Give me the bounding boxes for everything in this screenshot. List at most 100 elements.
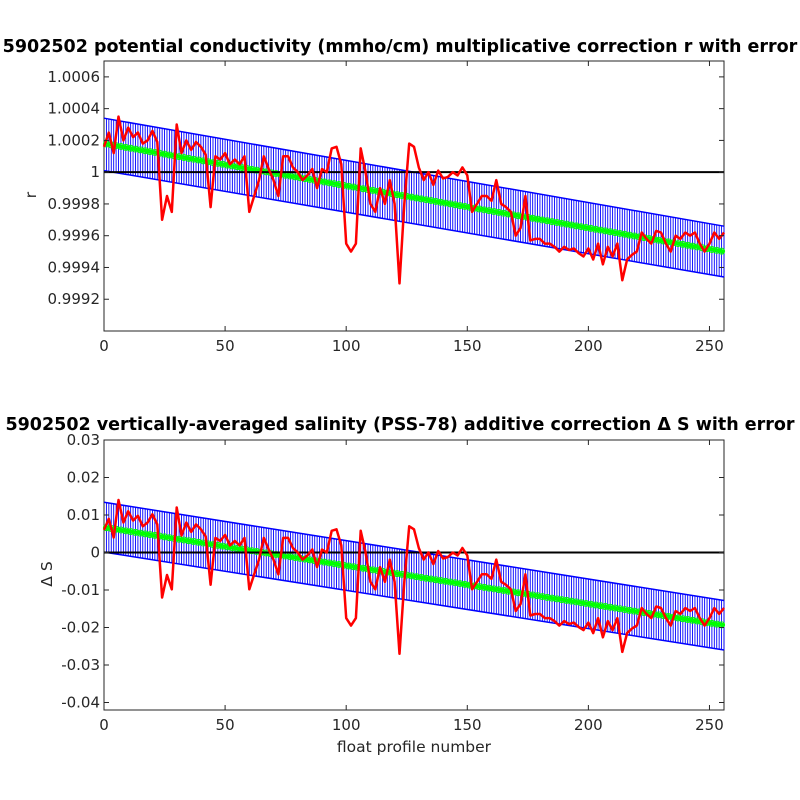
fit-marker bbox=[219, 542, 227, 550]
fit-marker bbox=[698, 244, 706, 252]
fit-marker bbox=[422, 196, 430, 204]
fit-marker bbox=[601, 227, 609, 235]
fit-marker bbox=[209, 541, 217, 549]
x-tick-label: 200 bbox=[574, 716, 603, 734]
fit-marker bbox=[122, 527, 130, 535]
x-tick-label: 50 bbox=[216, 716, 235, 734]
fit-marker bbox=[567, 221, 575, 229]
error-upper-edge bbox=[103, 501, 725, 602]
fit-marker bbox=[553, 595, 561, 603]
fit-marker bbox=[684, 616, 692, 624]
data-series-line bbox=[102, 498, 725, 656]
fit-marker bbox=[626, 606, 634, 614]
fit-marker bbox=[558, 596, 566, 604]
y-tick-label: -0.04 bbox=[61, 694, 100, 712]
fit-marker bbox=[437, 577, 445, 585]
fit-marker bbox=[286, 553, 294, 561]
fit-marker bbox=[713, 620, 721, 628]
fit-marker bbox=[480, 583, 488, 591]
fit-marker bbox=[630, 232, 638, 240]
fit-marker bbox=[567, 597, 575, 605]
fit-marker bbox=[320, 178, 328, 186]
fit-marker bbox=[180, 154, 188, 162]
fit-marker bbox=[543, 217, 551, 225]
fit-marker bbox=[572, 598, 580, 606]
fit-marker bbox=[500, 209, 508, 217]
fit-marker bbox=[538, 593, 546, 601]
fit-marker bbox=[165, 534, 173, 542]
fit-marker bbox=[674, 240, 682, 248]
chart-title: 5902502 vertically-averaged salinity (PS… bbox=[5, 415, 794, 435]
fit-marker bbox=[417, 573, 425, 581]
fit-marker bbox=[185, 154, 193, 162]
y-tick-label: -0.01 bbox=[61, 581, 100, 599]
fit-marker bbox=[224, 543, 232, 551]
fit-marker bbox=[131, 528, 139, 536]
chart-title: 5902502 potential conductivity (mmho/cm)… bbox=[3, 37, 798, 57]
fit-marker bbox=[369, 186, 377, 194]
fit-marker bbox=[156, 149, 164, 157]
fit-marker bbox=[529, 214, 537, 222]
fit-marker bbox=[630, 607, 638, 615]
fit-marker bbox=[136, 529, 144, 537]
x-axis-label: float profile number bbox=[337, 738, 492, 756]
fit-marker bbox=[272, 170, 280, 178]
fit-marker bbox=[582, 599, 590, 607]
fit-marker bbox=[141, 147, 149, 155]
fit-marker bbox=[548, 218, 556, 226]
fit-marker bbox=[592, 601, 600, 609]
fit-marker bbox=[601, 603, 609, 611]
salinity-correction-panel: 5902502 vertically-averaged salinity (PS… bbox=[5, 415, 794, 756]
fit-marker bbox=[713, 246, 721, 254]
fit-marker bbox=[369, 566, 377, 574]
fit-marker bbox=[475, 205, 483, 213]
plot-area: 0 50 100 150 200 250 -0.04 -0.03 -0.02 -0.01 0 0.01… bbox=[61, 431, 726, 734]
fit-marker bbox=[136, 146, 144, 154]
fit-marker bbox=[432, 576, 440, 584]
fit-marker bbox=[553, 218, 561, 226]
fit-marker bbox=[592, 225, 600, 233]
fit-marker bbox=[577, 223, 585, 231]
y-tick-label: 1.0002 bbox=[48, 131, 101, 149]
fit-marker bbox=[441, 199, 449, 207]
fit-marker bbox=[495, 208, 503, 216]
fit-marker bbox=[451, 201, 459, 209]
fit-marker bbox=[417, 195, 425, 203]
fit-marker bbox=[534, 215, 542, 223]
fit-marker bbox=[393, 191, 401, 199]
y-tick-label: -0.03 bbox=[61, 656, 100, 674]
y-axis-label: r bbox=[22, 191, 40, 198]
x-tick-label: 100 bbox=[332, 716, 361, 734]
fit-marker bbox=[655, 236, 663, 244]
fit-marker bbox=[204, 540, 212, 548]
fit-marker bbox=[306, 175, 314, 183]
fit-marker bbox=[582, 224, 590, 232]
fit-marker bbox=[689, 616, 697, 624]
fit-marker bbox=[359, 185, 367, 193]
fit-marker bbox=[718, 247, 726, 255]
fit-marker bbox=[359, 564, 367, 572]
fit-marker bbox=[708, 245, 716, 253]
y-tick-label: 0.9996 bbox=[48, 227, 101, 245]
fit-marker bbox=[621, 606, 629, 614]
fit-marker bbox=[131, 145, 139, 153]
fit-marker bbox=[514, 589, 522, 597]
fit-marker bbox=[291, 173, 299, 181]
data-series-line bbox=[102, 115, 726, 285]
x-tick-label: 100 bbox=[332, 337, 361, 355]
fit-marker bbox=[596, 226, 604, 234]
fit-marker bbox=[330, 560, 338, 568]
fit-marker bbox=[161, 533, 169, 541]
x-tick-label: 150 bbox=[453, 337, 482, 355]
fit-marker bbox=[325, 179, 333, 187]
y-tick-label: 0.9994 bbox=[48, 258, 101, 276]
y-tick-label: 0.9992 bbox=[48, 290, 101, 308]
fit-marker bbox=[563, 596, 571, 604]
fit-marker bbox=[146, 531, 154, 539]
fit-marker bbox=[446, 578, 454, 586]
fit-marker bbox=[611, 229, 619, 237]
fit-marker bbox=[345, 182, 353, 190]
fit-marker bbox=[190, 538, 198, 546]
y-tick-label: 0.9998 bbox=[48, 195, 101, 213]
fit-marker bbox=[621, 230, 629, 238]
